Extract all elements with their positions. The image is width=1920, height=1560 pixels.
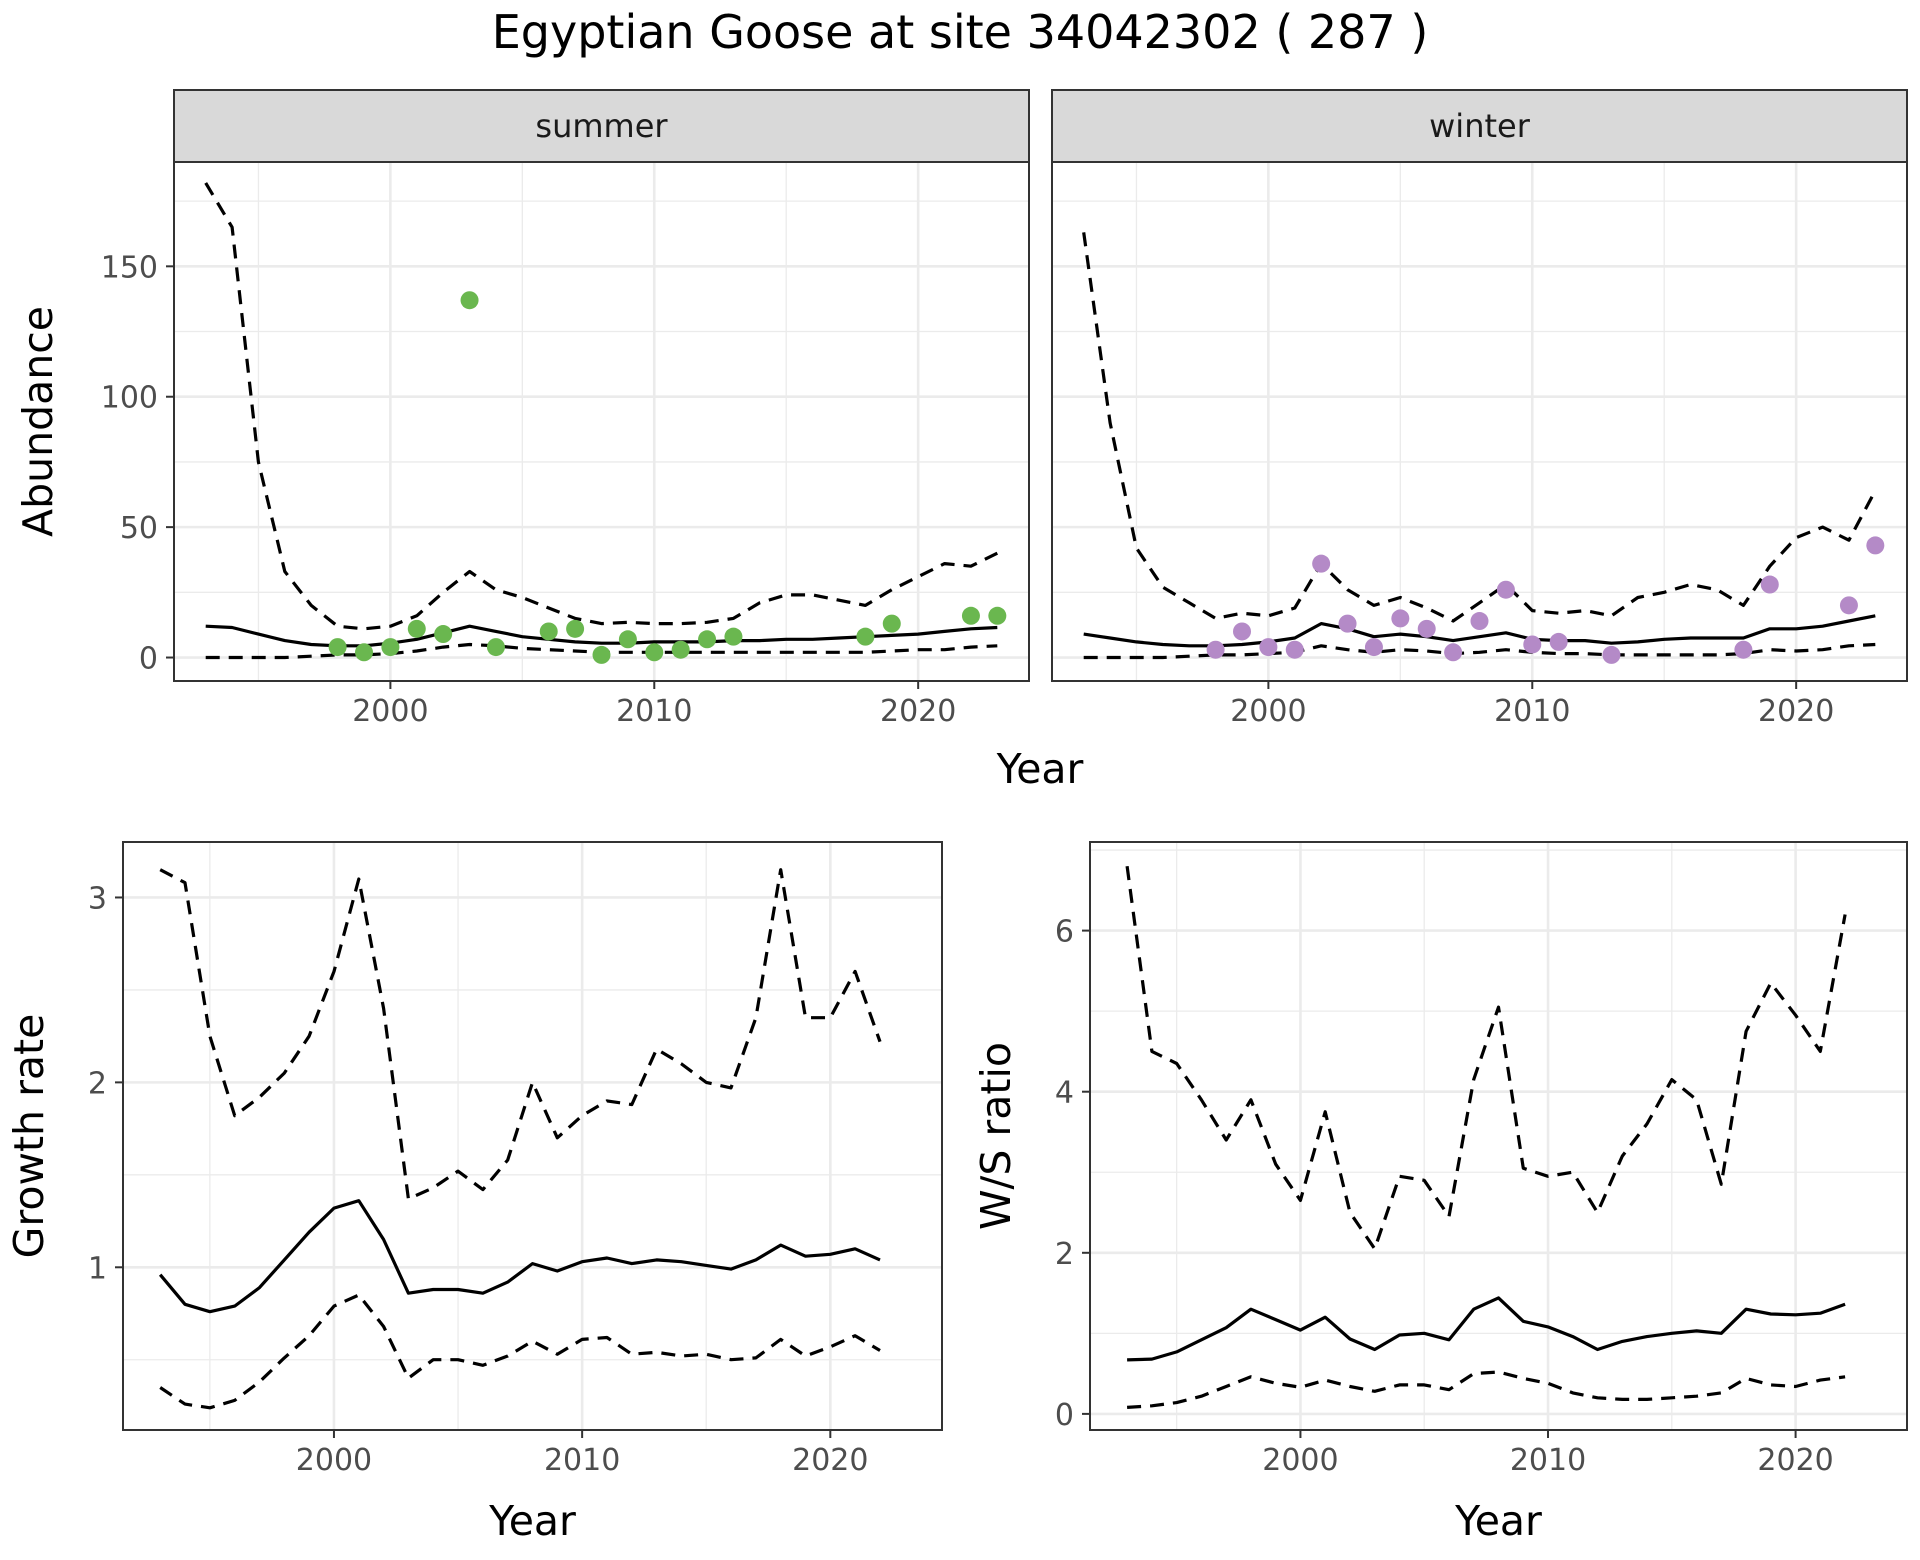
x-tick-label: 2020 <box>1757 1443 1833 1478</box>
data-point <box>645 643 664 662</box>
x-tick-label: 2000 <box>296 1443 372 1478</box>
panel-abundance-winter: winter 2000 2010 2020 <box>1051 89 1908 729</box>
x-tick-label: 2000 <box>1230 694 1306 729</box>
facet-strip-label: summer <box>535 107 668 145</box>
x-tick-label: 2000 <box>352 694 428 729</box>
facet-strip <box>1051 89 1908 163</box>
facet-strip <box>173 89 1030 163</box>
data-point <box>1602 645 1621 664</box>
data-point <box>328 638 347 657</box>
data-point <box>724 627 743 646</box>
data-point <box>1233 622 1251 641</box>
data-point <box>1839 596 1858 615</box>
data-point <box>1734 640 1753 659</box>
x-tick-label: 2010 <box>1510 1443 1586 1478</box>
y-tick-label: 150 <box>101 250 158 285</box>
x-tick-label: 2010 <box>616 694 692 729</box>
data-point <box>592 645 611 664</box>
data-point <box>1470 612 1489 631</box>
data-point <box>1496 580 1515 599</box>
series-line-bound <box>204 182 999 631</box>
x-tick-label: 2010 <box>544 1443 620 1478</box>
series-line-bound <box>159 868 882 1201</box>
x-axis-title: Year <box>1454 1497 1542 1545</box>
x-tick-label: 2000 <box>1262 1443 1338 1478</box>
panels-layer: summer 2000 2010 2020 0 50 100 150 Abundance wint… <box>5 89 1908 1545</box>
data-point <box>1285 640 1304 659</box>
data-point <box>988 606 1007 625</box>
data-point <box>1523 635 1542 654</box>
data-point <box>1866 536 1885 555</box>
data-point <box>539 622 558 641</box>
panel-border <box>1089 841 1908 1431</box>
series-line-estimate <box>205 624 998 648</box>
y-tick-label: 0 <box>139 642 158 677</box>
data-point <box>460 291 479 310</box>
panel-abundance-summer: summer 2000 2010 2020 0 50 100 150 Abundance <box>14 89 1030 729</box>
series-line-bound <box>1083 642 1876 660</box>
data-point <box>1312 554 1331 573</box>
data-point <box>698 630 717 649</box>
y-tick-label: 4 <box>1055 1076 1074 1111</box>
y-tick-label: 2 <box>88 1066 107 1101</box>
y-axis-title: Abundance <box>14 306 62 537</box>
data-point <box>1259 638 1278 657</box>
y-tick-label: 100 <box>101 381 158 416</box>
x-tick-label: 2010 <box>1494 694 1570 729</box>
y-tick-label: 50 <box>120 511 158 546</box>
x-axis-title: Year <box>488 1497 576 1545</box>
series-line-bound <box>159 1293 881 1410</box>
data-point <box>671 640 690 659</box>
series-line-estimate <box>158 1199 881 1314</box>
data-point <box>1444 643 1463 662</box>
data-point <box>882 614 901 633</box>
series-line-bound <box>1125 865 1847 1251</box>
y-axis-title: W/S ratio <box>972 1042 1020 1230</box>
data-point <box>486 638 505 657</box>
data-point <box>1391 609 1410 628</box>
x-tick-label: 2020 <box>880 694 956 729</box>
data-point <box>1417 619 1436 638</box>
data-point <box>355 643 373 662</box>
data-point <box>1206 640 1225 659</box>
data-point <box>434 625 453 644</box>
figure-title: Egyptian Goose at site 34042302 ( 287 ) <box>492 5 1429 59</box>
y-axis-title: Growth rate <box>5 1014 53 1259</box>
panel-ws-ratio: 2000 2010 2020 0 2 4 6 W/S ratio Year <box>972 841 1908 1545</box>
series-line-bound <box>1126 1370 1846 1409</box>
panel-growth-rate: 2000 2010 2020 1 2 3 Growth rate Year <box>5 841 943 1545</box>
data-point <box>1549 632 1568 651</box>
data-point <box>1364 638 1383 657</box>
x-tick-label: 2020 <box>792 1443 868 1478</box>
y-tick-label: 6 <box>1055 915 1074 950</box>
facet-strip-label: winter <box>1429 107 1531 145</box>
data-point <box>407 619 426 638</box>
y-tick-label: 0 <box>1055 1398 1074 1433</box>
series-line-estimate <box>1127 1296 1846 1362</box>
data-point <box>1338 614 1357 633</box>
data-point <box>381 638 400 657</box>
data-point <box>1760 575 1779 594</box>
y-tick-label: 3 <box>88 881 107 916</box>
y-tick-label: 1 <box>88 1251 107 1286</box>
data-point <box>961 606 980 625</box>
data-point <box>618 630 637 649</box>
y-tick-label: 2 <box>1055 1237 1074 1272</box>
x-axis-title-shared: Year <box>996 745 1084 793</box>
x-tick-label: 2020 <box>1758 694 1834 729</box>
panel-border <box>122 841 943 1431</box>
data-point <box>566 619 585 638</box>
data-point <box>856 627 875 646</box>
series-line-bound <box>1082 232 1877 623</box>
panel-border <box>173 161 1030 682</box>
